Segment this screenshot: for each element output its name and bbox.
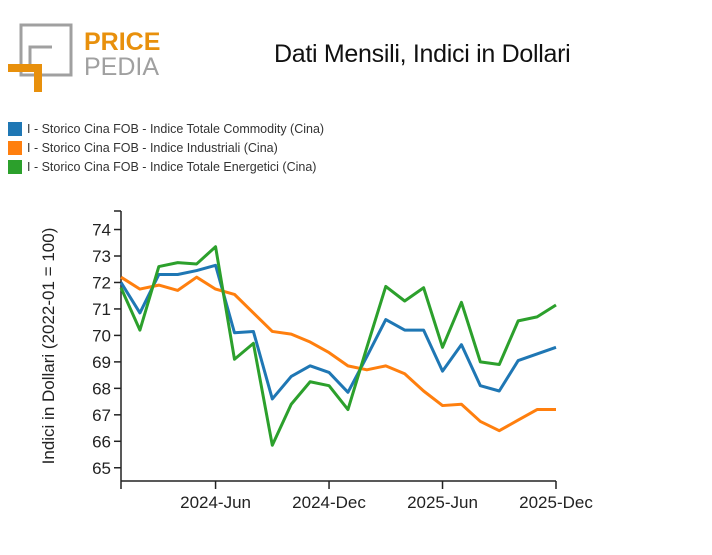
y-tick-label: 74 <box>92 221 111 240</box>
y-tick-label: 69 <box>92 353 111 372</box>
pricepedia-logo: PRICE PEDIA <box>6 22 166 97</box>
series-line-1 <box>120 275 556 433</box>
y-tick-label: 71 <box>92 300 111 319</box>
y-tick-label: 68 <box>92 379 111 398</box>
x-tick-label: 2025-Dec <box>519 493 593 512</box>
chart-title: Dati Mensili, Indici in Dollari <box>274 40 571 68</box>
y-tick-label: 67 <box>92 406 111 425</box>
series-line-0 <box>119 263 557 401</box>
legend-swatch <box>8 140 22 155</box>
legend-label: I - Storico Cina FOB - Indice Totale Ene… <box>27 159 317 174</box>
y-tick-label: 65 <box>92 459 111 478</box>
legend-swatch <box>8 159 22 174</box>
legend-item-industriali[interactable]: I - Storico Cina FOB - Indice Industrial… <box>8 138 324 157</box>
legend-label: I - Storico Cina FOB - Indice Industrial… <box>27 140 278 155</box>
legend-swatch <box>8 121 22 136</box>
legend: I - Storico Cina FOB - Indice Totale Com… <box>8 119 324 176</box>
y-tick-label: 66 <box>92 432 111 451</box>
legend-label: I - Storico Cina FOB - Indice Totale Com… <box>27 121 325 136</box>
x-tick-label: 2024-Jun <box>180 493 251 512</box>
svg-text:PEDIA: PEDIA <box>84 53 159 81</box>
series-line-2 <box>119 245 557 447</box>
y-tick-label: 73 <box>92 247 111 266</box>
legend-item-commodity[interactable]: I - Storico Cina FOB - Indice Totale Com… <box>8 119 324 138</box>
y-axis-label: Indici in Dollari (2022-01 = 100) <box>39 228 58 465</box>
y-tick-label: 70 <box>92 326 111 345</box>
x-tick-label: 2024-Dec <box>292 493 366 512</box>
x-tick-label: 2025-Jun <box>407 493 478 512</box>
legend-item-energetici[interactable]: I - Storico Cina FOB - Indice Totale Ene… <box>8 157 324 176</box>
svg-text:PRICE: PRICE <box>84 28 160 56</box>
y-tick-label: 72 <box>92 273 111 292</box>
